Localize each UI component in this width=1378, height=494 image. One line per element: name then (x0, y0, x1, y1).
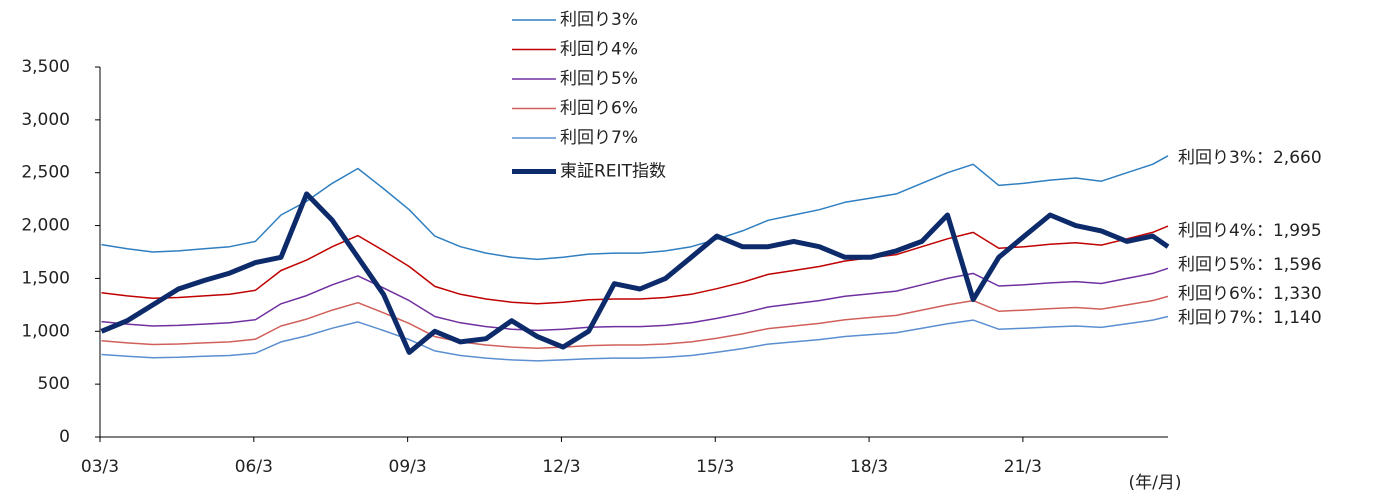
end-label: 利回り7%：1,140 (1178, 308, 1322, 328)
x-tick-label: 09/3 (389, 457, 427, 477)
y-tick-label: 3,000 (21, 110, 70, 130)
legend-label: 利回り6% (560, 99, 638, 119)
x-tick-label: 03/3 (81, 457, 119, 477)
y-tick-label: 2,000 (21, 216, 70, 236)
y-tick-label: 0 (59, 427, 70, 447)
legend-label: 東証REIT指数 (560, 162, 666, 182)
x-tick-label: 12/3 (542, 457, 580, 477)
end-label: 利回り6%：1,330 (1178, 284, 1322, 304)
end-label: 利回り4%：1,995 (1178, 221, 1322, 241)
series-line (101, 295, 1169, 349)
legend-label: 利回り4% (560, 40, 638, 60)
series-line (101, 315, 1169, 362)
legend-label: 利回り5% (560, 69, 638, 89)
legend-label: 利回り7% (560, 128, 638, 148)
x-tick-label: 15/3 (696, 457, 734, 477)
y-tick-label: 3,500 (21, 57, 70, 77)
end-label: 利回り5%：1,596 (1178, 255, 1322, 275)
x-tick-label: 06/3 (235, 457, 273, 477)
legend-label: 利回り3% (560, 10, 638, 30)
y-tick-label: 1,500 (21, 268, 70, 288)
series-line (101, 225, 1169, 305)
x-axis-label: (年/月) (1129, 473, 1182, 493)
y-tick-label: 2,500 (21, 163, 70, 183)
x-tick-label: 21/3 (1004, 457, 1042, 477)
series-line (100, 191, 1170, 355)
series-line (101, 267, 1169, 332)
y-tick-label: 1,000 (21, 321, 70, 341)
y-tick-label: 500 (38, 374, 70, 394)
series-line (101, 155, 1169, 261)
end-label: 利回り3%：2,660 (1178, 148, 1322, 168)
x-tick-label: 18/3 (850, 457, 888, 477)
